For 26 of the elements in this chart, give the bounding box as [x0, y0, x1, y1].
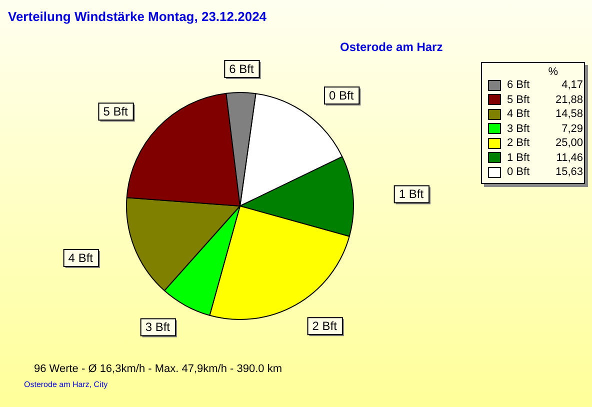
- data-label: 25,00: [554, 137, 583, 150]
- data-label: 7,29: [560, 122, 583, 135]
- slice-label: 2 Bft: [312, 319, 338, 333]
- slice-label: 6 Bft: [229, 62, 254, 76]
- legend-label: 6 Bft: [507, 79, 531, 92]
- data-label: 21,88: [554, 94, 583, 106]
- data-label: 4,17: [560, 79, 583, 92]
- text: 96 Werte - Ø 16,3km/h - Max. 47,9km/h - 390.0 km: [34, 363, 282, 375]
- slice-label: 0 Bft: [329, 88, 354, 102]
- chart-title: Verteilung Windstärke Montag, 23.12.2024: [8, 9, 267, 24]
- legend-label: 3 Bft: [507, 122, 531, 135]
- legend-label: 2 Bft: [507, 137, 531, 150]
- legend-label: 5 Bft: [507, 94, 531, 106]
- data-label: 14,58: [554, 108, 583, 120]
- legend-label: 4 Bft: [507, 108, 531, 120]
- slice-label: 3 Bft: [145, 320, 171, 334]
- data-label: 15,63: [554, 166, 583, 178]
- slice-label: 4 Bft: [68, 250, 94, 265]
- slice-label: 5 Bft: [103, 104, 129, 118]
- data-label: 11,46: [555, 152, 583, 164]
- legend-title: %: [547, 66, 559, 78]
- chart-subtitle: Osterode am Harz: [340, 40, 443, 54]
- legend-label: 1 Bft: [507, 152, 531, 164]
- legend-label: 0 Bft: [507, 166, 531, 178]
- category-label: 1 Bft: [398, 187, 424, 202]
- text: Osterode am Harz, City: [24, 380, 108, 389]
